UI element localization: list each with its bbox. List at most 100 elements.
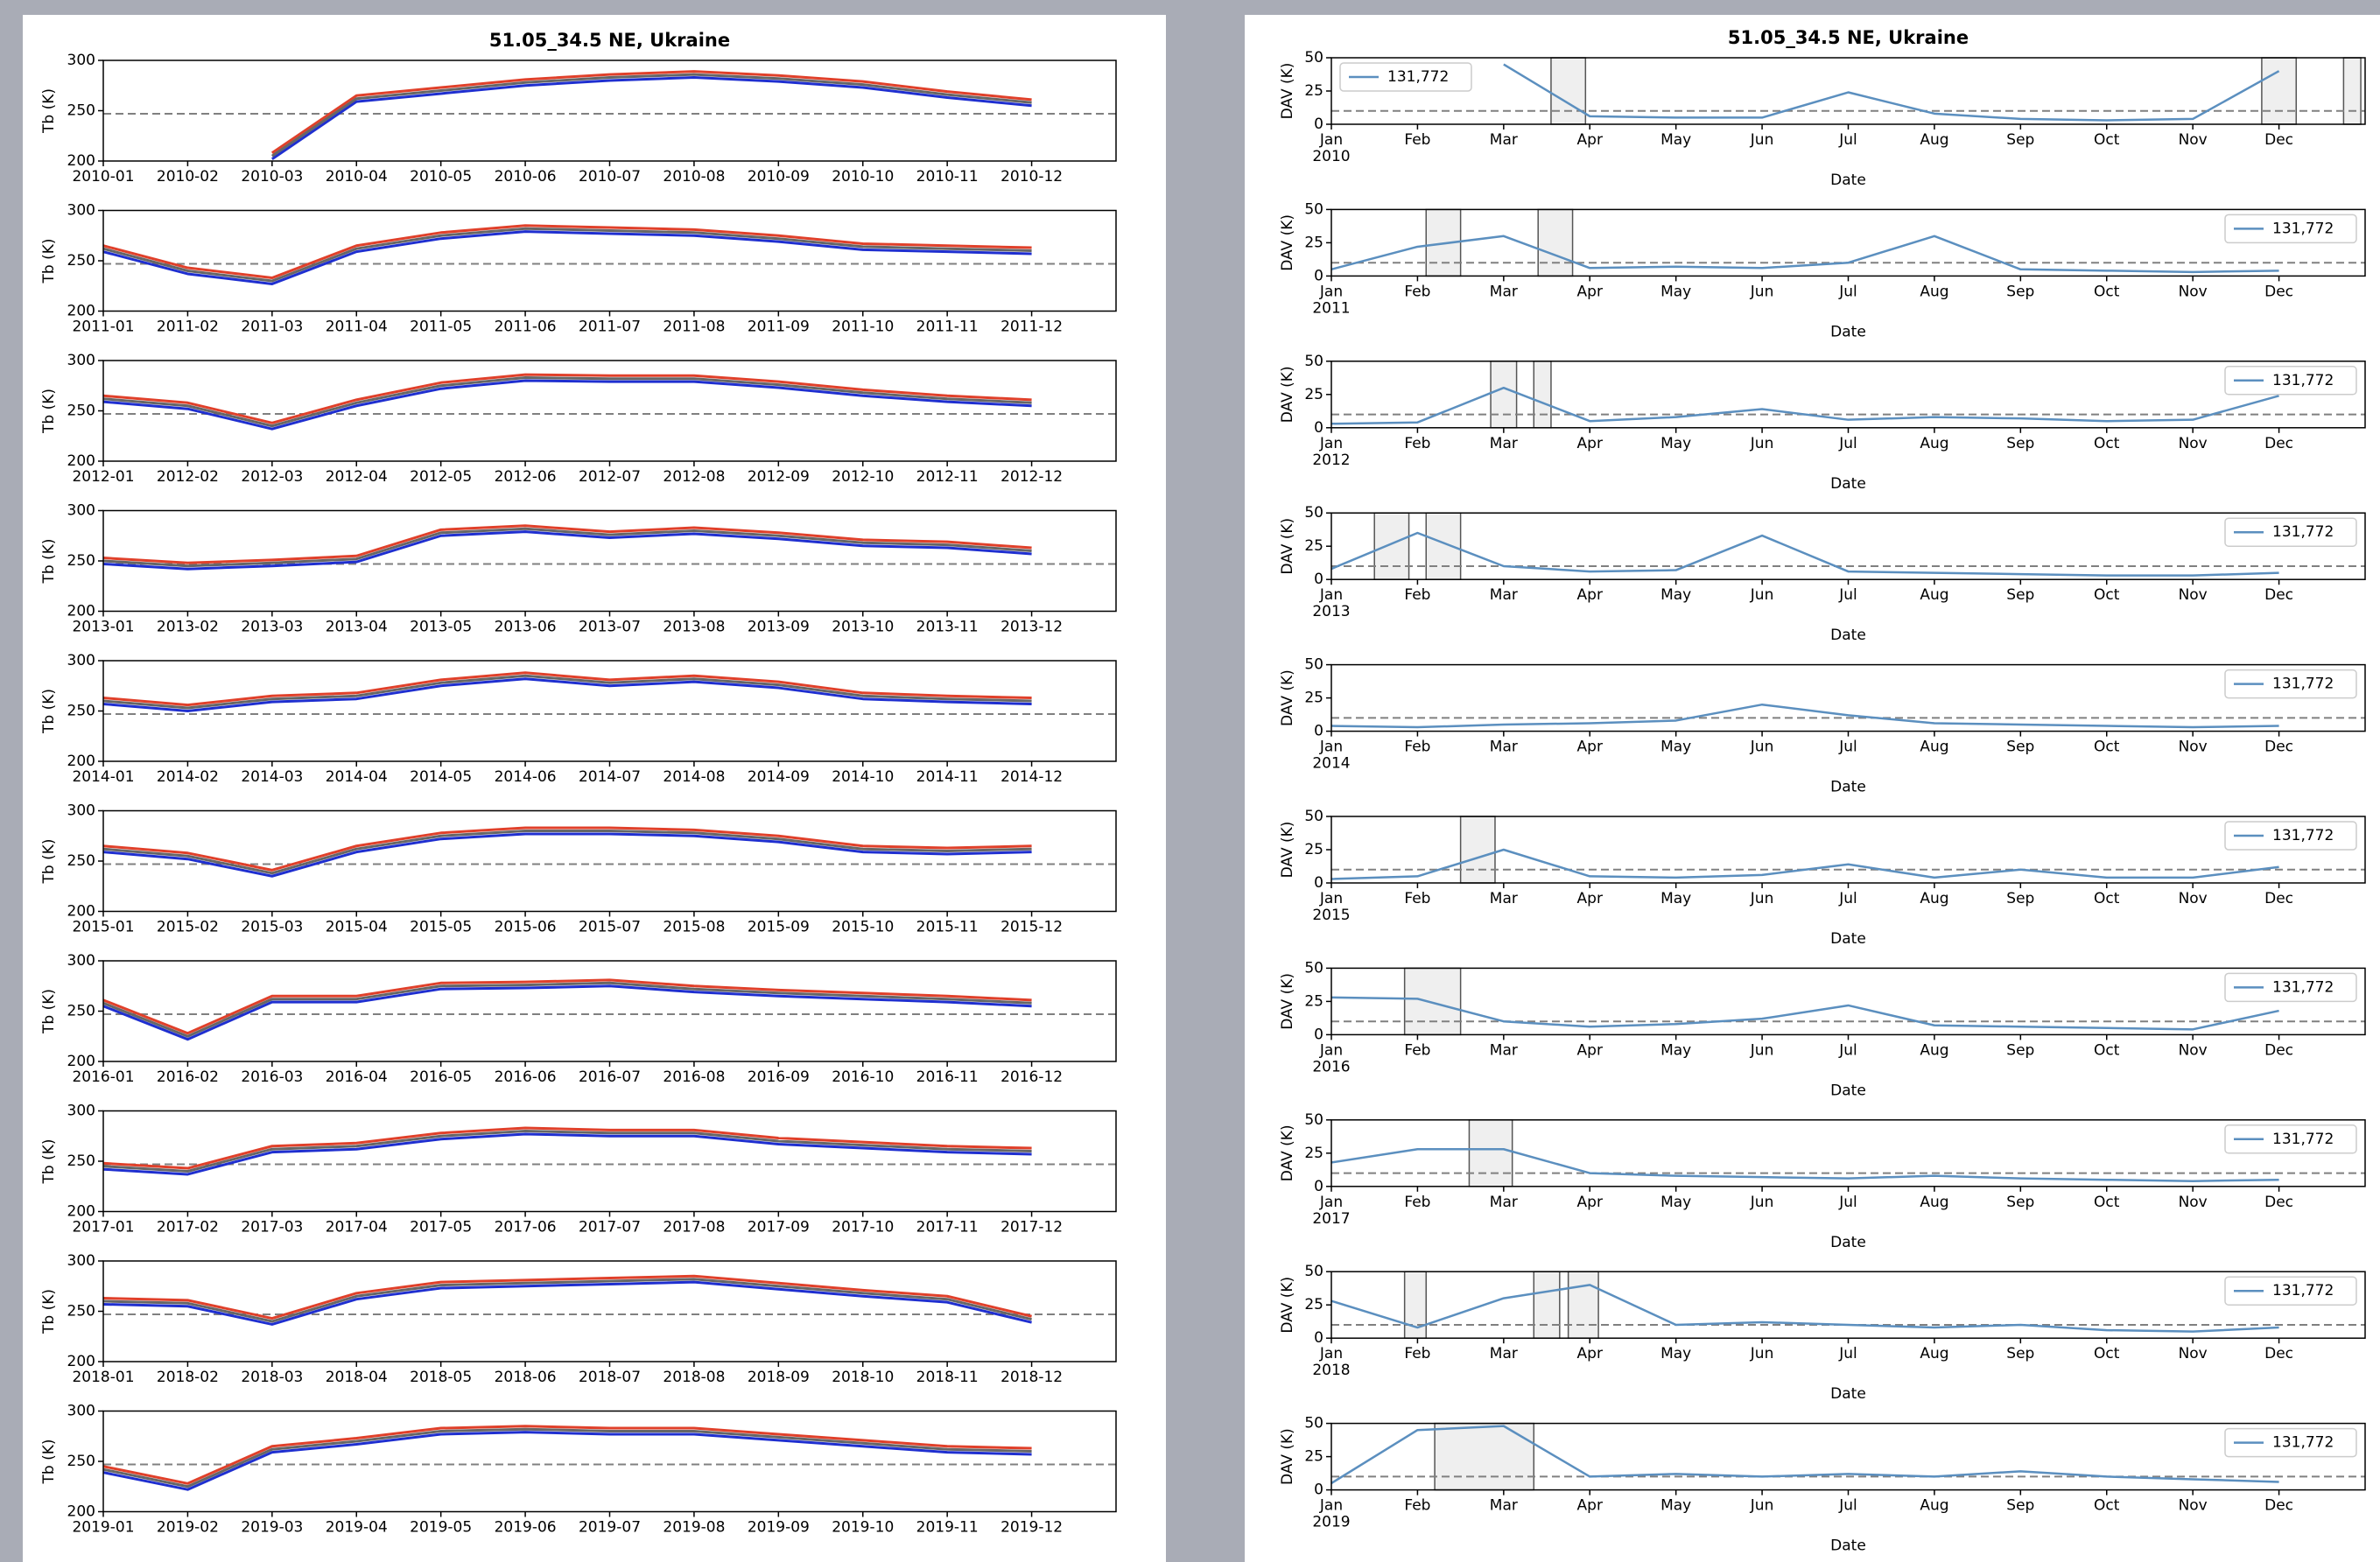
x-tick-label: May — [1660, 131, 1691, 149]
x-axis-label: Date — [1830, 172, 1866, 189]
x-tick-label: 2016-09 — [748, 1068, 810, 1086]
x-tick-label: Nov — [2179, 283, 2208, 300]
x-tick-label: 2018-12 — [1000, 1369, 1063, 1386]
legend-box — [2224, 1427, 2357, 1458]
y-tick-label: 25 — [1304, 841, 1323, 858]
series-line — [1330, 848, 2279, 880]
x-tick-label: Dec — [2264, 1497, 2293, 1515]
x-tick-label: Sep — [2006, 1194, 2034, 1211]
x-tick-label: 2014-01 — [72, 768, 134, 786]
y-axis-label: Tb (K) — [40, 389, 58, 434]
highlight-span — [1434, 1422, 1535, 1491]
legend-box — [2224, 366, 2357, 396]
y-tick-label: 200 — [67, 903, 95, 921]
x-tick-label: May — [1660, 586, 1691, 604]
y-tick-label: 50 — [1304, 49, 1323, 67]
year-label: 2016 — [1312, 1058, 1350, 1075]
x-tick-label: May — [1660, 1041, 1691, 1059]
x-tick-label: Jul — [1838, 1041, 1857, 1059]
x-axis-label: Date — [1830, 1082, 1866, 1099]
x-tick-label: 2019-02 — [157, 1519, 219, 1537]
x-tick-label: 2014-09 — [748, 768, 810, 786]
y-tick-label: 0 — [1314, 419, 1323, 437]
x-tick-label: Nov — [2179, 1041, 2208, 1059]
y-tick-label: 25 — [1304, 234, 1323, 251]
series-line — [102, 1126, 1032, 1170]
x-tick-label: 2015-12 — [1000, 919, 1063, 936]
x-tick-label: Jan — [1319, 739, 1343, 756]
legend-label: 131,772 — [2272, 827, 2334, 844]
x-tick-label: 2012-05 — [410, 468, 472, 486]
x-tick-label: 2012-02 — [157, 468, 219, 486]
x-tick-label: Apr — [1577, 435, 1603, 452]
x-tick-label: Oct — [2094, 283, 2120, 300]
y-tick-label: 300 — [67, 1103, 95, 1120]
x-tick-label: 2019-04 — [326, 1519, 388, 1537]
x-tick-label: 2011-04 — [326, 319, 388, 336]
x-tick-label: 2017-12 — [1000, 1219, 1063, 1236]
x-tick-label: 2016-11 — [916, 1068, 979, 1086]
legend-box — [2224, 1124, 2357, 1154]
series-line — [102, 1132, 1032, 1176]
x-tick-label: 2011-03 — [241, 319, 303, 336]
highlight-span — [2261, 57, 2298, 125]
y-tick-label: 0 — [1314, 1178, 1323, 1195]
x-tick-label: Jul — [1838, 1497, 1857, 1515]
x-tick-label: May — [1660, 1497, 1691, 1515]
series-line — [102, 978, 1032, 1035]
x-tick-label: Sep — [2006, 1041, 2034, 1059]
x-tick-label: Apr — [1577, 890, 1603, 907]
x-tick-label: Aug — [1920, 1497, 1948, 1515]
x-tick-label: Nov — [2179, 1497, 2208, 1515]
x-tick-label: Mar — [1490, 739, 1518, 756]
y-tick-label: 0 — [1314, 267, 1323, 284]
legend-label: 131,772 — [2272, 372, 2334, 389]
x-tick-label: 2010-09 — [748, 168, 810, 186]
highlight-span — [2342, 57, 2362, 125]
x-tick-label: 2011-12 — [1000, 319, 1063, 336]
series-line — [270, 73, 1032, 158]
y-tick-label: 250 — [67, 1303, 95, 1320]
series-line — [1503, 63, 2280, 122]
x-tick-label: 2019-07 — [579, 1519, 641, 1537]
x-tick-label: 2013-01 — [72, 619, 134, 636]
x-tick-label: Jul — [1838, 283, 1857, 300]
x-tick-label: Sep — [2006, 890, 2034, 907]
x-tick-label: Dec — [2264, 283, 2293, 300]
legend-box — [1339, 62, 1472, 92]
x-tick-label: Mar — [1490, 1345, 1518, 1362]
y-tick-label: 25 — [1304, 1296, 1323, 1313]
y-tick-label: 250 — [67, 1003, 95, 1020]
legend-label: 131,772 — [2272, 676, 2334, 693]
series-line — [102, 230, 1032, 285]
series-line — [102, 527, 1032, 568]
x-tick-label: Nov — [2179, 435, 2208, 452]
y-tick-label: 250 — [67, 252, 95, 270]
series-line — [1330, 1284, 2279, 1333]
x-tick-label: 2012-10 — [832, 468, 894, 486]
series-line — [102, 981, 1032, 1038]
x-tick-label: 2011-10 — [832, 319, 894, 336]
series-line — [102, 379, 1032, 431]
x-tick-label: Nov — [2179, 586, 2208, 604]
x-tick-label: Oct — [2094, 131, 2120, 149]
x-tick-label: 2011-02 — [157, 319, 219, 336]
y-tick-label: 250 — [67, 1152, 95, 1170]
y-tick-label: 250 — [67, 1453, 95, 1470]
x-tick-label: 2017-07 — [579, 1219, 641, 1236]
y-axis-label: DAV (K) — [1279, 1428, 1296, 1485]
x-tick-label: 2010-01 — [72, 168, 134, 186]
legend-label: 131,772 — [2272, 220, 2334, 237]
y-tick-label: 0 — [1314, 874, 1323, 892]
x-tick-label: Sep — [2006, 283, 2034, 300]
x-tick-label: 2015-01 — [72, 919, 134, 936]
x-tick-label: Jan — [1319, 1345, 1343, 1362]
x-tick-label: 2016-12 — [1000, 1068, 1063, 1086]
x-tick-label: 2018-11 — [916, 1369, 979, 1386]
x-tick-label: 2017-06 — [495, 1219, 557, 1236]
y-axis-label: Tb (K) — [40, 88, 58, 134]
x-tick-label: Jan — [1319, 1041, 1343, 1059]
x-tick-label: Aug — [1920, 131, 1948, 149]
x-tick-label: 2019-06 — [495, 1519, 557, 1537]
